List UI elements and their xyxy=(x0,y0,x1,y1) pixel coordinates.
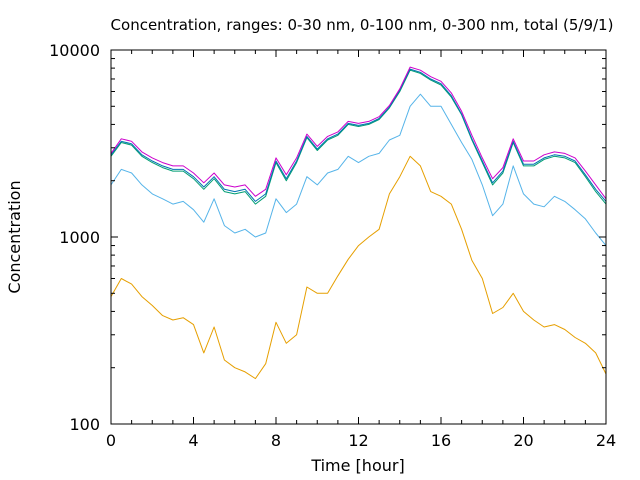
plot-frame xyxy=(110,49,607,425)
series-layer xyxy=(110,66,607,380)
series-line-3 xyxy=(110,69,607,205)
x-tick-label: 0 xyxy=(106,431,116,450)
x-tick-label: 16 xyxy=(431,431,451,450)
x-axis-title: Time [hour] xyxy=(310,456,404,475)
y-tick-label: 1000 xyxy=(59,228,100,247)
x-tick-label: 12 xyxy=(348,431,368,450)
axis-layer: 0 4 8 12 16 20 24 100 1000 10000 xyxy=(49,41,616,450)
y-tick-label: 100 xyxy=(69,415,100,434)
x-tick-label: 8 xyxy=(271,431,281,450)
chart-title: Concentration, ranges: 0-30 nm, 0-100 nm… xyxy=(111,16,614,34)
series-line-4 xyxy=(110,68,607,202)
series-line-2 xyxy=(110,93,607,246)
x-tick-label: 20 xyxy=(513,431,533,450)
y-tick-label: 10000 xyxy=(49,41,100,60)
series-line-5 xyxy=(110,66,607,200)
x-tick-label: 4 xyxy=(188,431,198,450)
y-axis-title: Concentration xyxy=(5,180,24,293)
series-line-1 xyxy=(110,155,607,380)
x-tick-label: 24 xyxy=(596,431,616,450)
